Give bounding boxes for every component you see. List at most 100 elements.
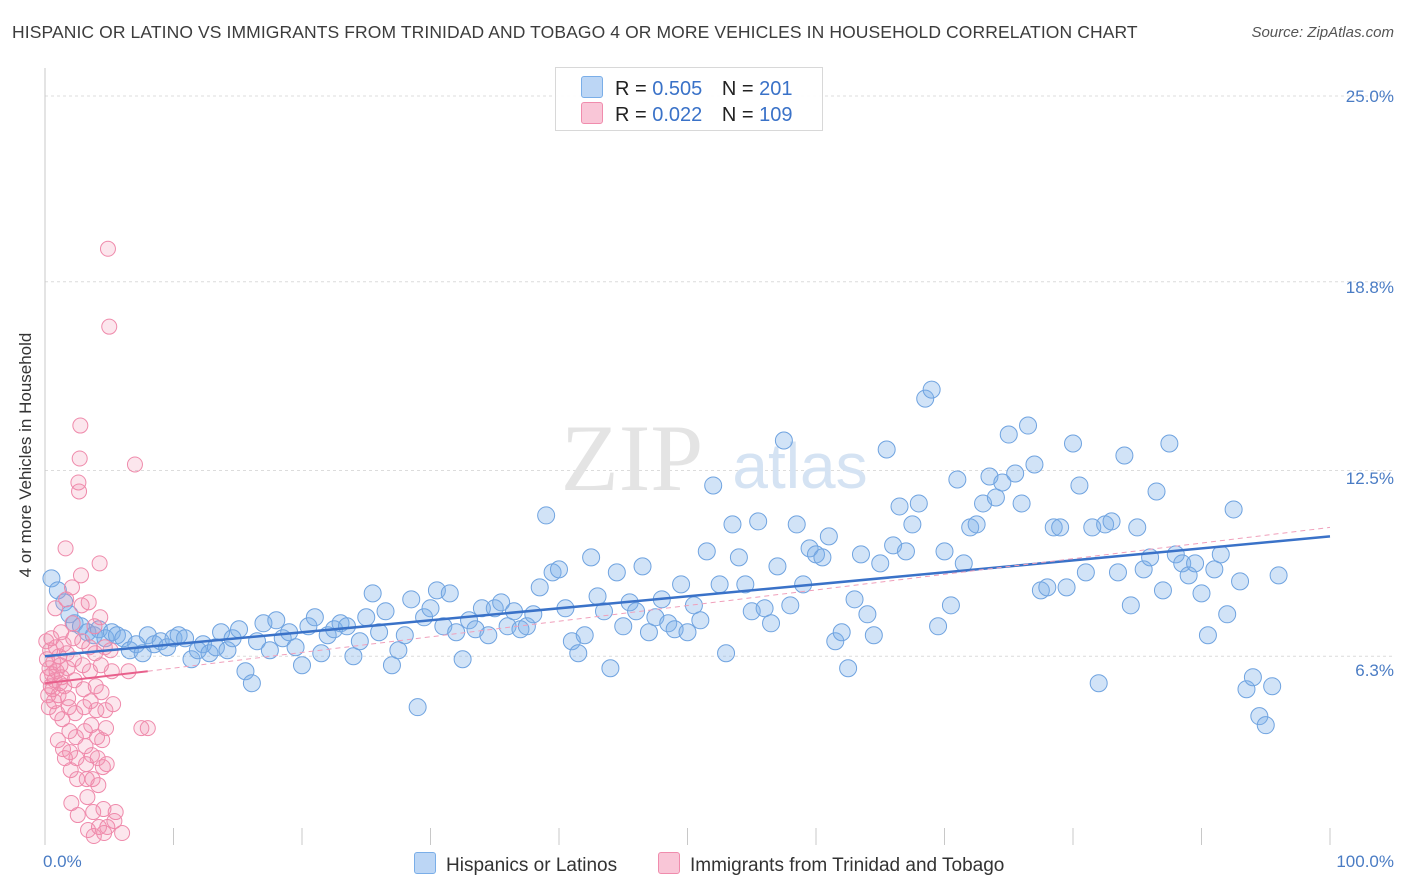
data-point-hispanics: [1186, 554, 1205, 573]
data-point-hispanics: [935, 542, 954, 561]
data-point-trinidad: [76, 699, 93, 716]
data-point-hispanics: [1256, 716, 1275, 735]
data-point-hispanics: [749, 512, 768, 531]
legend-item-hispanics: Hispanics or Latinos: [414, 852, 617, 877]
data-point-hispanics: [723, 515, 742, 534]
data-point-trinidad: [71, 450, 88, 467]
data-point-hispanics: [582, 548, 601, 567]
x-tick-label-100: 100.0%: [1336, 852, 1394, 871]
data-point-hispanics: [774, 431, 793, 450]
data-point-hispanics: [851, 545, 870, 564]
data-point-trinidad: [67, 705, 84, 722]
legend-row-hispanics: R = 0.505 N = 201: [581, 76, 793, 100]
data-point-trinidad: [126, 456, 143, 473]
data-point-trinidad: [86, 618, 103, 635]
data-point-hispanics: [1224, 500, 1243, 519]
data-point-hispanics: [370, 623, 389, 642]
data-point-hispanics: [357, 608, 376, 627]
legend-r-value: 0.505: [652, 78, 703, 100]
data-point-hispanics: [1070, 476, 1089, 495]
data-point-hispanics: [639, 623, 658, 642]
axes: [44, 68, 1331, 845]
data-point-hispanics: [1205, 560, 1224, 579]
legend-n-value: 109: [759, 104, 793, 126]
data-point-hispanics: [903, 515, 922, 534]
data-point-hispanics: [447, 623, 466, 642]
data-point-trinidad: [49, 732, 66, 749]
data-point-trinidad: [105, 696, 122, 713]
bottom-legend: Hispanics or Latinos Immigrants from Tri…: [0, 852, 1406, 878]
data-point-hispanics: [408, 698, 427, 717]
data-point-trinidad: [94, 732, 111, 749]
data-point-trinidad: [84, 771, 101, 788]
data-point-hispanics: [421, 599, 440, 618]
data-point-trinidad: [47, 600, 64, 617]
data-point-trinidad: [70, 474, 87, 491]
data-point-trinidad: [139, 720, 156, 737]
data-point-hispanics: [768, 557, 787, 576]
data-point-hispanics: [967, 515, 986, 534]
data-point-trinidad: [75, 681, 92, 698]
data-point-hispanics: [1121, 596, 1140, 615]
data-point-trinidad: [55, 636, 72, 653]
data-point-hispanics: [826, 632, 845, 651]
data-point-hispanics: [479, 626, 498, 645]
data-point-trinidad: [99, 240, 116, 257]
data-point-trinidad: [98, 720, 115, 737]
data-point-trinidad: [92, 609, 109, 626]
watermark: ZIP atlas: [561, 405, 868, 511]
data-point-hispanics: [376, 602, 395, 621]
x-tick-label-0: 0.0%: [43, 852, 82, 871]
data-point-hispanics: [286, 638, 305, 657]
data-point-trinidad: [91, 555, 108, 572]
data-point-hispanics: [472, 599, 491, 618]
data-point-trinidad: [50, 687, 67, 704]
data-point-trinidad: [56, 678, 73, 695]
chart-title: HISPANIC OR LATINO VS IMMIGRANTS FROM TR…: [12, 22, 1138, 42]
data-point-hispanics: [909, 494, 928, 513]
data-point-trinidad: [107, 804, 124, 821]
data-point-hispanics: [524, 605, 543, 624]
trend-line-trinidad-extension: [147, 526, 1331, 672]
data-point-hispanics: [845, 590, 864, 609]
data-point-hispanics: [1108, 563, 1127, 582]
data-point-hispanics: [813, 548, 832, 567]
data-point-hispanics: [230, 620, 249, 639]
data-point-hispanics: [550, 560, 568, 579]
data-point-trinidad: [72, 567, 89, 584]
data-point-hispanics: [787, 515, 806, 534]
data-point-hispanics: [1192, 584, 1211, 603]
data-point-trinidad: [60, 690, 77, 707]
data-point-trinidad: [90, 777, 107, 794]
data-point-hispanics: [102, 623, 121, 642]
data-point-hispanics: [704, 476, 723, 495]
legend-row-trinidad: R = 0.022 N = 109: [581, 102, 793, 126]
data-point-hispanics: [350, 632, 369, 651]
legend-item-trinidad: Immigrants from Trinidad and Tobago: [658, 852, 1004, 877]
data-point-hispanics: [781, 596, 800, 615]
data-point-hispanics: [1038, 578, 1057, 597]
data-point-trinidad: [89, 750, 106, 767]
data-point-hispanics: [1211, 545, 1230, 564]
data-point-hispanics: [182, 650, 201, 669]
data-point-hispanics: [1115, 446, 1134, 465]
data-point-trinidad: [82, 693, 99, 710]
data-point-trinidad: [101, 318, 118, 335]
data-point-hispanics: [1218, 605, 1237, 624]
data-point-hispanics: [941, 596, 960, 615]
data-point-hispanics: [607, 563, 626, 582]
data-point-hispanics: [877, 440, 896, 459]
y-axis-label-wrap: 4 or more Vehicles in Household: [16, 333, 36, 578]
legend-swatch-blue: [414, 852, 436, 874]
data-point-trinidad: [57, 540, 74, 557]
data-point-hispanics: [601, 659, 620, 678]
data-point-hispanics: [492, 593, 511, 612]
data-point-trinidad: [62, 744, 79, 761]
data-point-hispanics: [537, 506, 556, 525]
trend-line-hispanics: [44, 535, 1331, 658]
data-point-hispanics: [344, 647, 363, 666]
data-point-trinidad: [93, 684, 110, 701]
data-point-hispanics: [999, 425, 1018, 444]
data-point-hispanics: [1243, 668, 1262, 687]
correlation-legend: R = 0.505 N = 201 R = 0.022 N = 109: [555, 67, 823, 131]
